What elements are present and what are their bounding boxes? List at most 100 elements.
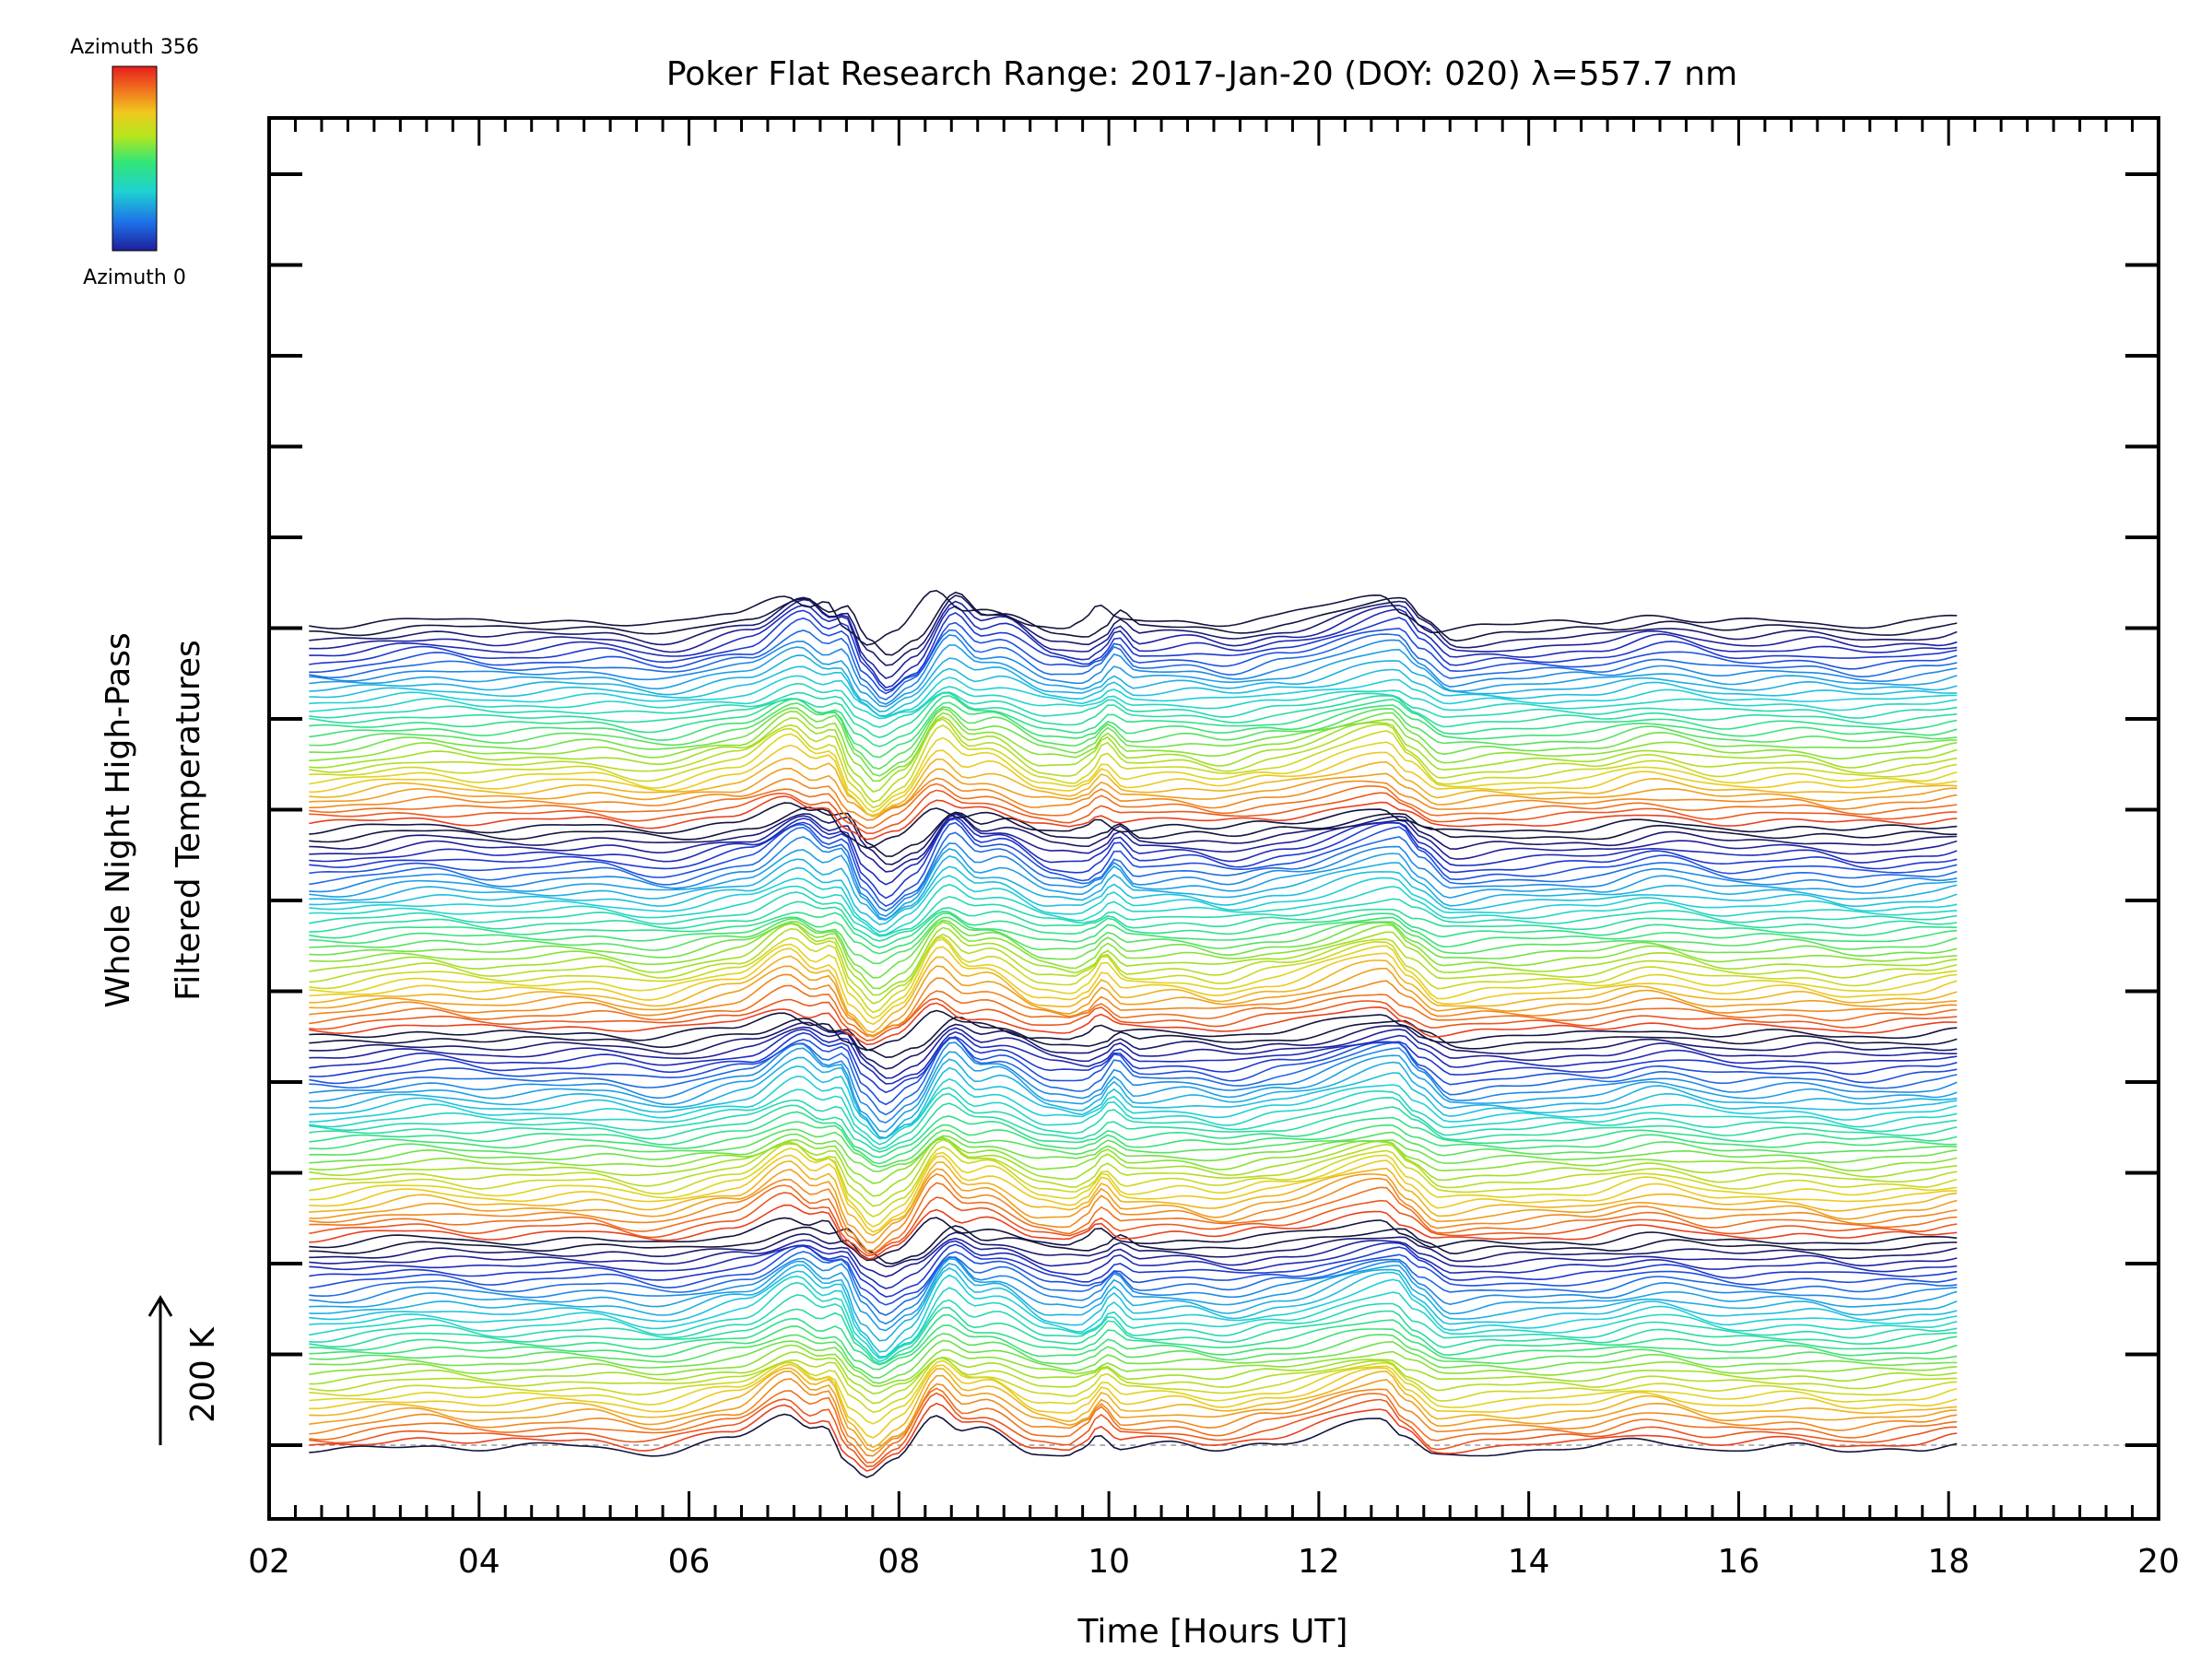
- series-line: [309, 604, 1958, 688]
- series-line: [309, 1037, 1958, 1106]
- series-line: [309, 757, 1958, 818]
- series-line: [309, 1243, 1958, 1298]
- series-line: [309, 997, 1958, 1041]
- scale-indicator: 200 K: [147, 1295, 222, 1445]
- series-line: [309, 900, 1958, 942]
- series-line: [309, 682, 1958, 720]
- series-line: [309, 1251, 1958, 1316]
- series-line: [309, 1387, 1958, 1464]
- series-line: [309, 1031, 1958, 1094]
- series-line: [309, 598, 1958, 679]
- series-line: [309, 1306, 1958, 1365]
- series-line: [309, 644, 1958, 708]
- series-line: [309, 973, 1958, 1037]
- series-line: [309, 1172, 1958, 1252]
- series-line: [309, 1204, 1958, 1261]
- series-line: [309, 946, 1958, 1026]
- x-tick-label: 02: [248, 1543, 290, 1581]
- series-line: [309, 795, 1958, 841]
- series-line: [309, 692, 1958, 739]
- series-line: [309, 1367, 1958, 1449]
- series-line: [309, 955, 1958, 1033]
- series-line: [309, 1357, 1958, 1405]
- series-line: [309, 1026, 1958, 1079]
- series-line: [309, 818, 1958, 900]
- series-line: [309, 1237, 1958, 1278]
- series-line: [309, 1021, 1958, 1070]
- colorbar-bottom-label: Azimuth 0: [83, 266, 186, 289]
- series-line: [309, 707, 1958, 777]
- x-tick-label: 14: [1508, 1543, 1550, 1581]
- series-line: [309, 1056, 1958, 1139]
- series-line: [309, 1138, 1958, 1207]
- series-line: [309, 1392, 1958, 1468]
- series-line: [309, 1037, 1958, 1116]
- series-line: [309, 1154, 1958, 1233]
- series-line: [309, 1363, 1958, 1439]
- series-line: [309, 1159, 1958, 1237]
- series-line: [309, 609, 1958, 692]
- series-line: [309, 1217, 1958, 1262]
- series-line: [309, 836, 1958, 917]
- series-line: [309, 744, 1958, 818]
- series-line: [309, 594, 1958, 666]
- series-line: [309, 826, 1958, 912]
- series-line: [309, 1087, 1958, 1146]
- series-line: [309, 777, 1958, 821]
- colorbar: Azimuth 356 Azimuth 0: [70, 36, 199, 289]
- series-line: [309, 1141, 1958, 1218]
- series-line: [309, 617, 1958, 695]
- series-line: [309, 1041, 1958, 1124]
- series-line: [309, 634, 1958, 705]
- series-line: [309, 855, 1958, 921]
- series-line: [309, 1147, 1958, 1228]
- series-line: [309, 1371, 1958, 1453]
- series-line: [309, 821, 1958, 908]
- x-tick-label: 10: [1088, 1543, 1130, 1581]
- series-line: [309, 921, 1958, 990]
- x-tick-label: 16: [1718, 1543, 1760, 1581]
- series-line: [309, 1102, 1958, 1153]
- scale-label: 200 K: [184, 1326, 222, 1423]
- series-line: [309, 806, 1958, 857]
- series-line: [309, 1182, 1958, 1254]
- series-line: [309, 1009, 1958, 1052]
- series-line: [309, 675, 1958, 718]
- series-line: [309, 782, 1958, 830]
- series-line: [309, 883, 1958, 936]
- series-line: [309, 919, 1958, 979]
- series-line: [309, 984, 1958, 1037]
- series-line: [309, 1137, 1958, 1184]
- series-line: [309, 654, 1958, 712]
- series-line: [309, 1121, 1958, 1165]
- series-line: [309, 912, 1958, 955]
- series-line: [309, 694, 1958, 747]
- series-line: [309, 1294, 1958, 1363]
- series-line: [309, 927, 1958, 1005]
- series-line: [309, 1359, 1958, 1425]
- series-line: [309, 1257, 1958, 1332]
- series-line: [309, 1075, 1958, 1140]
- series-line: [309, 1378, 1958, 1457]
- series-line: [309, 1136, 1958, 1197]
- series-line: [309, 938, 1958, 1019]
- series-line: [309, 875, 1958, 933]
- series-line: [309, 816, 1958, 886]
- colorbar-gradient: [112, 65, 158, 252]
- series-line: [309, 1344, 1958, 1387]
- series-line: [309, 1255, 1958, 1325]
- chart-title: Poker Flat Research Range: 2017-Jan-20 (…: [666, 55, 1737, 93]
- x-tick-label: 06: [668, 1543, 711, 1581]
- series-line: [309, 698, 1958, 759]
- series-line: [309, 1324, 1958, 1371]
- series-line: [309, 865, 1958, 926]
- series-line: [309, 715, 1958, 793]
- series-line: [309, 811, 1958, 865]
- series-line: [309, 718, 1958, 804]
- series-line: [309, 1274, 1958, 1358]
- series-line: [309, 629, 1958, 700]
- series-line: [309, 965, 1958, 1038]
- series-line: [309, 724, 1958, 809]
- series-line: [309, 813, 1958, 873]
- x-tick-label: 08: [877, 1543, 920, 1581]
